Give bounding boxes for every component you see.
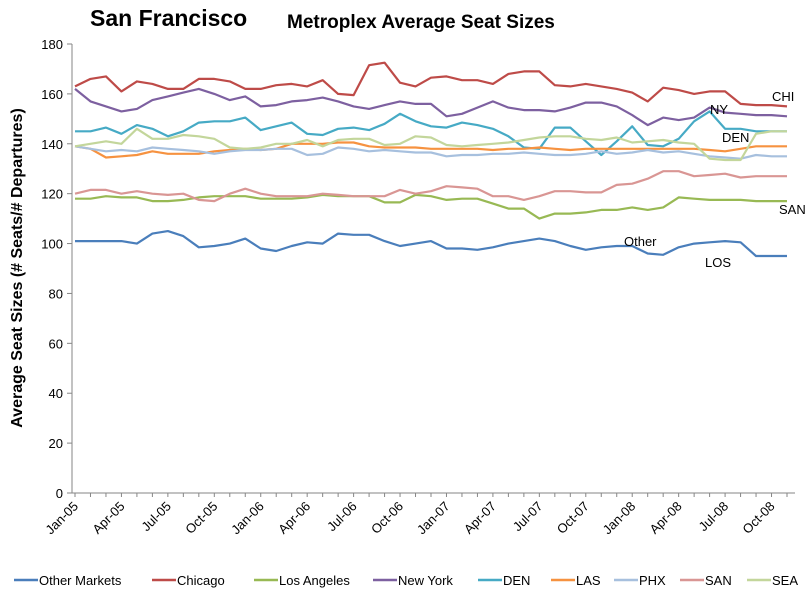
legend-label: DEN bbox=[503, 573, 530, 588]
y-tick-label: 160 bbox=[41, 87, 63, 102]
y-tick-label: 120 bbox=[41, 187, 63, 202]
series-line bbox=[74, 141, 787, 159]
y-tick-label: 60 bbox=[49, 336, 63, 351]
y-tick-label: 180 bbox=[41, 37, 63, 52]
annotation: NY bbox=[710, 102, 728, 117]
y-tick-label: 0 bbox=[56, 486, 63, 501]
y-tick-label: 20 bbox=[49, 436, 63, 451]
series-line bbox=[75, 110, 787, 157]
legend-label: Other Markets bbox=[39, 573, 122, 588]
y-tick-label: 100 bbox=[41, 237, 63, 252]
series-line bbox=[75, 230, 787, 258]
series-line bbox=[74, 61, 788, 108]
series-line bbox=[74, 127, 787, 162]
annotation: SAN bbox=[779, 202, 806, 217]
legend-label: SAN bbox=[705, 573, 732, 588]
chart-title: San Francisco bbox=[90, 5, 247, 31]
annotation: Other bbox=[624, 234, 657, 249]
annotation: LOS bbox=[705, 255, 731, 270]
annotation: CHI bbox=[772, 89, 794, 104]
legend-label: SEA bbox=[772, 573, 798, 588]
legend-label: Los Angeles bbox=[279, 573, 350, 588]
chart-subtitle: Metroplex Average Seat Sizes bbox=[287, 12, 555, 33]
legend-label: LAS bbox=[576, 573, 601, 588]
y-tick-label: 80 bbox=[49, 286, 63, 301]
legend-label: Chicago bbox=[177, 573, 225, 588]
legend-label: PHX bbox=[639, 573, 666, 588]
y-axis-label: Average Seat Sizes (# Seats/# Departures… bbox=[9, 108, 26, 428]
series-line bbox=[74, 145, 787, 160]
annotation: DEN bbox=[722, 130, 749, 145]
legend-label: New York bbox=[398, 573, 453, 588]
y-tick-label: 140 bbox=[41, 137, 63, 152]
y-tick-label: 40 bbox=[49, 386, 63, 401]
series-line bbox=[74, 87, 788, 127]
series-line bbox=[74, 170, 787, 203]
